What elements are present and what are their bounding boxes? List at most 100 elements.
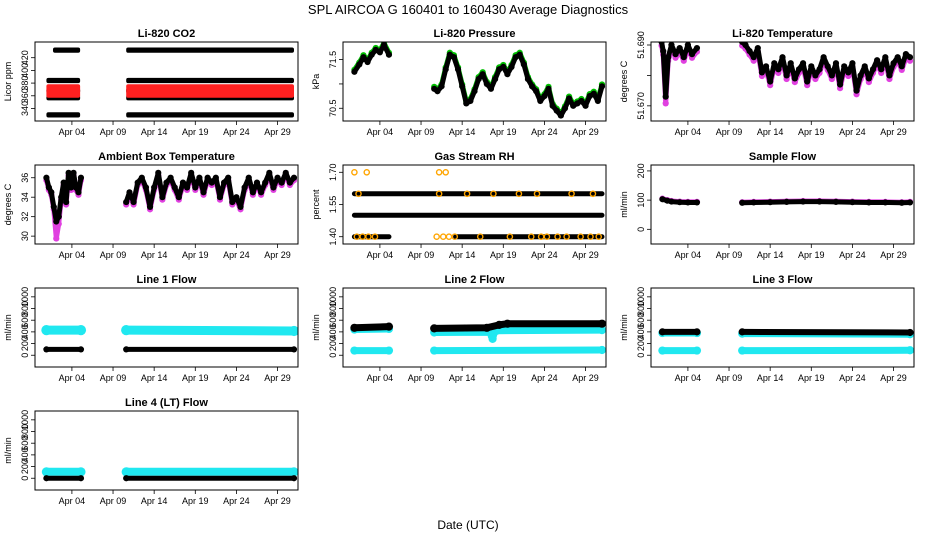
data-point [508, 63, 515, 70]
data-point [589, 190, 597, 198]
data-point [853, 87, 860, 94]
data-point [869, 66, 877, 73]
data-point [43, 346, 50, 353]
data-point [471, 88, 478, 95]
data-point [595, 233, 603, 241]
data-point [820, 54, 827, 61]
chart-title: Line 2 Flow [445, 274, 505, 286]
data-point [787, 60, 794, 67]
data-point [360, 54, 367, 61]
x-tick-label: Apr 09 [408, 250, 435, 260]
y-tick-label: 51.670 [636, 92, 646, 120]
x-tick-label: Apr 29 [264, 127, 291, 137]
chart-title: Li-820 CO2 [138, 28, 195, 40]
data-point [288, 325, 298, 337]
data-point [450, 54, 458, 61]
data-point [467, 97, 474, 105]
data-point [380, 42, 388, 49]
x-tick-label: Apr 14 [449, 373, 476, 383]
data-point [75, 189, 82, 196]
data-point [561, 105, 569, 112]
data-point [225, 174, 232, 181]
data-point [155, 169, 162, 176]
y-tick-label: 71.5 [328, 51, 338, 69]
data-point [167, 174, 174, 181]
data-point [886, 72, 893, 79]
data-point [553, 107, 560, 114]
data-point [658, 42, 665, 46]
data-point [435, 190, 443, 198]
series-line [350, 325, 606, 355]
x-tick-label: Apr 14 [141, 250, 168, 260]
data-point [783, 72, 790, 79]
data-point [475, 75, 482, 83]
data-point [384, 346, 394, 355]
data-point [816, 66, 823, 73]
data-point [204, 174, 211, 181]
x-tick-label: Apr 24 [223, 496, 250, 506]
series-line [659, 328, 913, 336]
x-tick-label: Apr 24 [839, 250, 866, 260]
data-point [845, 69, 852, 76]
chart-ambient: Ambient Box Temperature degrees C 30 32 34 36… [3, 151, 299, 260]
data-point [192, 184, 199, 191]
y-tick-label: 600 [20, 313, 30, 328]
x-tick-label: Apr 09 [716, 250, 743, 260]
band [126, 77, 295, 84]
y-tick-label: 400 [328, 324, 338, 339]
data-point [385, 51, 393, 58]
data-point [812, 72, 819, 79]
data-point [594, 97, 601, 105]
plot-area-line3 [658, 328, 914, 355]
data-point [229, 198, 236, 206]
data-point [898, 63, 905, 70]
data-point [527, 233, 535, 241]
data-point [738, 346, 747, 355]
data-point [857, 72, 864, 79]
x-tick-label: Apr 19 [490, 127, 517, 137]
plot-frame [650, 41, 915, 122]
y-tick-label: 800 [328, 301, 338, 316]
data-point [146, 203, 154, 211]
y-tick-label: 0 [636, 353, 646, 358]
data-point [365, 233, 372, 241]
data-point [233, 194, 240, 201]
data-point [142, 184, 150, 191]
data-point [684, 42, 692, 49]
data-point [123, 198, 130, 206]
data-point [672, 51, 679, 58]
data-point [597, 319, 606, 328]
data-point [795, 66, 803, 73]
plot-frame [342, 287, 607, 368]
data-point [459, 83, 466, 90]
data-point [841, 63, 848, 70]
data-point [483, 80, 490, 88]
x-tick-label: Apr 24 [531, 373, 558, 383]
chart-rh: Gas Stream RH percent 1.40 1.55 1.70 Apr 04 Ap… [311, 151, 607, 260]
series-black [658, 42, 914, 100]
data-point [356, 61, 363, 68]
data-point [463, 190, 471, 198]
data-point [836, 81, 844, 88]
data-point [216, 194, 224, 201]
data-point [41, 325, 52, 336]
data-point [196, 174, 203, 181]
data-point [799, 198, 807, 205]
data-point [376, 49, 384, 56]
series-cyan [41, 467, 298, 477]
data-point [738, 328, 746, 336]
data-point [77, 174, 85, 181]
x-tick-label: Apr 04 [59, 496, 86, 506]
data-point [898, 199, 905, 206]
data-point [543, 233, 551, 241]
x-tick-label: Apr 29 [264, 373, 291, 383]
data-point [253, 179, 261, 186]
data-point [70, 169, 77, 176]
data-point [188, 169, 195, 176]
data-point [516, 51, 523, 58]
data-point [665, 54, 672, 61]
data-point [582, 102, 589, 109]
y-tick-label: 360 [20, 88, 30, 103]
data-point [430, 324, 439, 333]
